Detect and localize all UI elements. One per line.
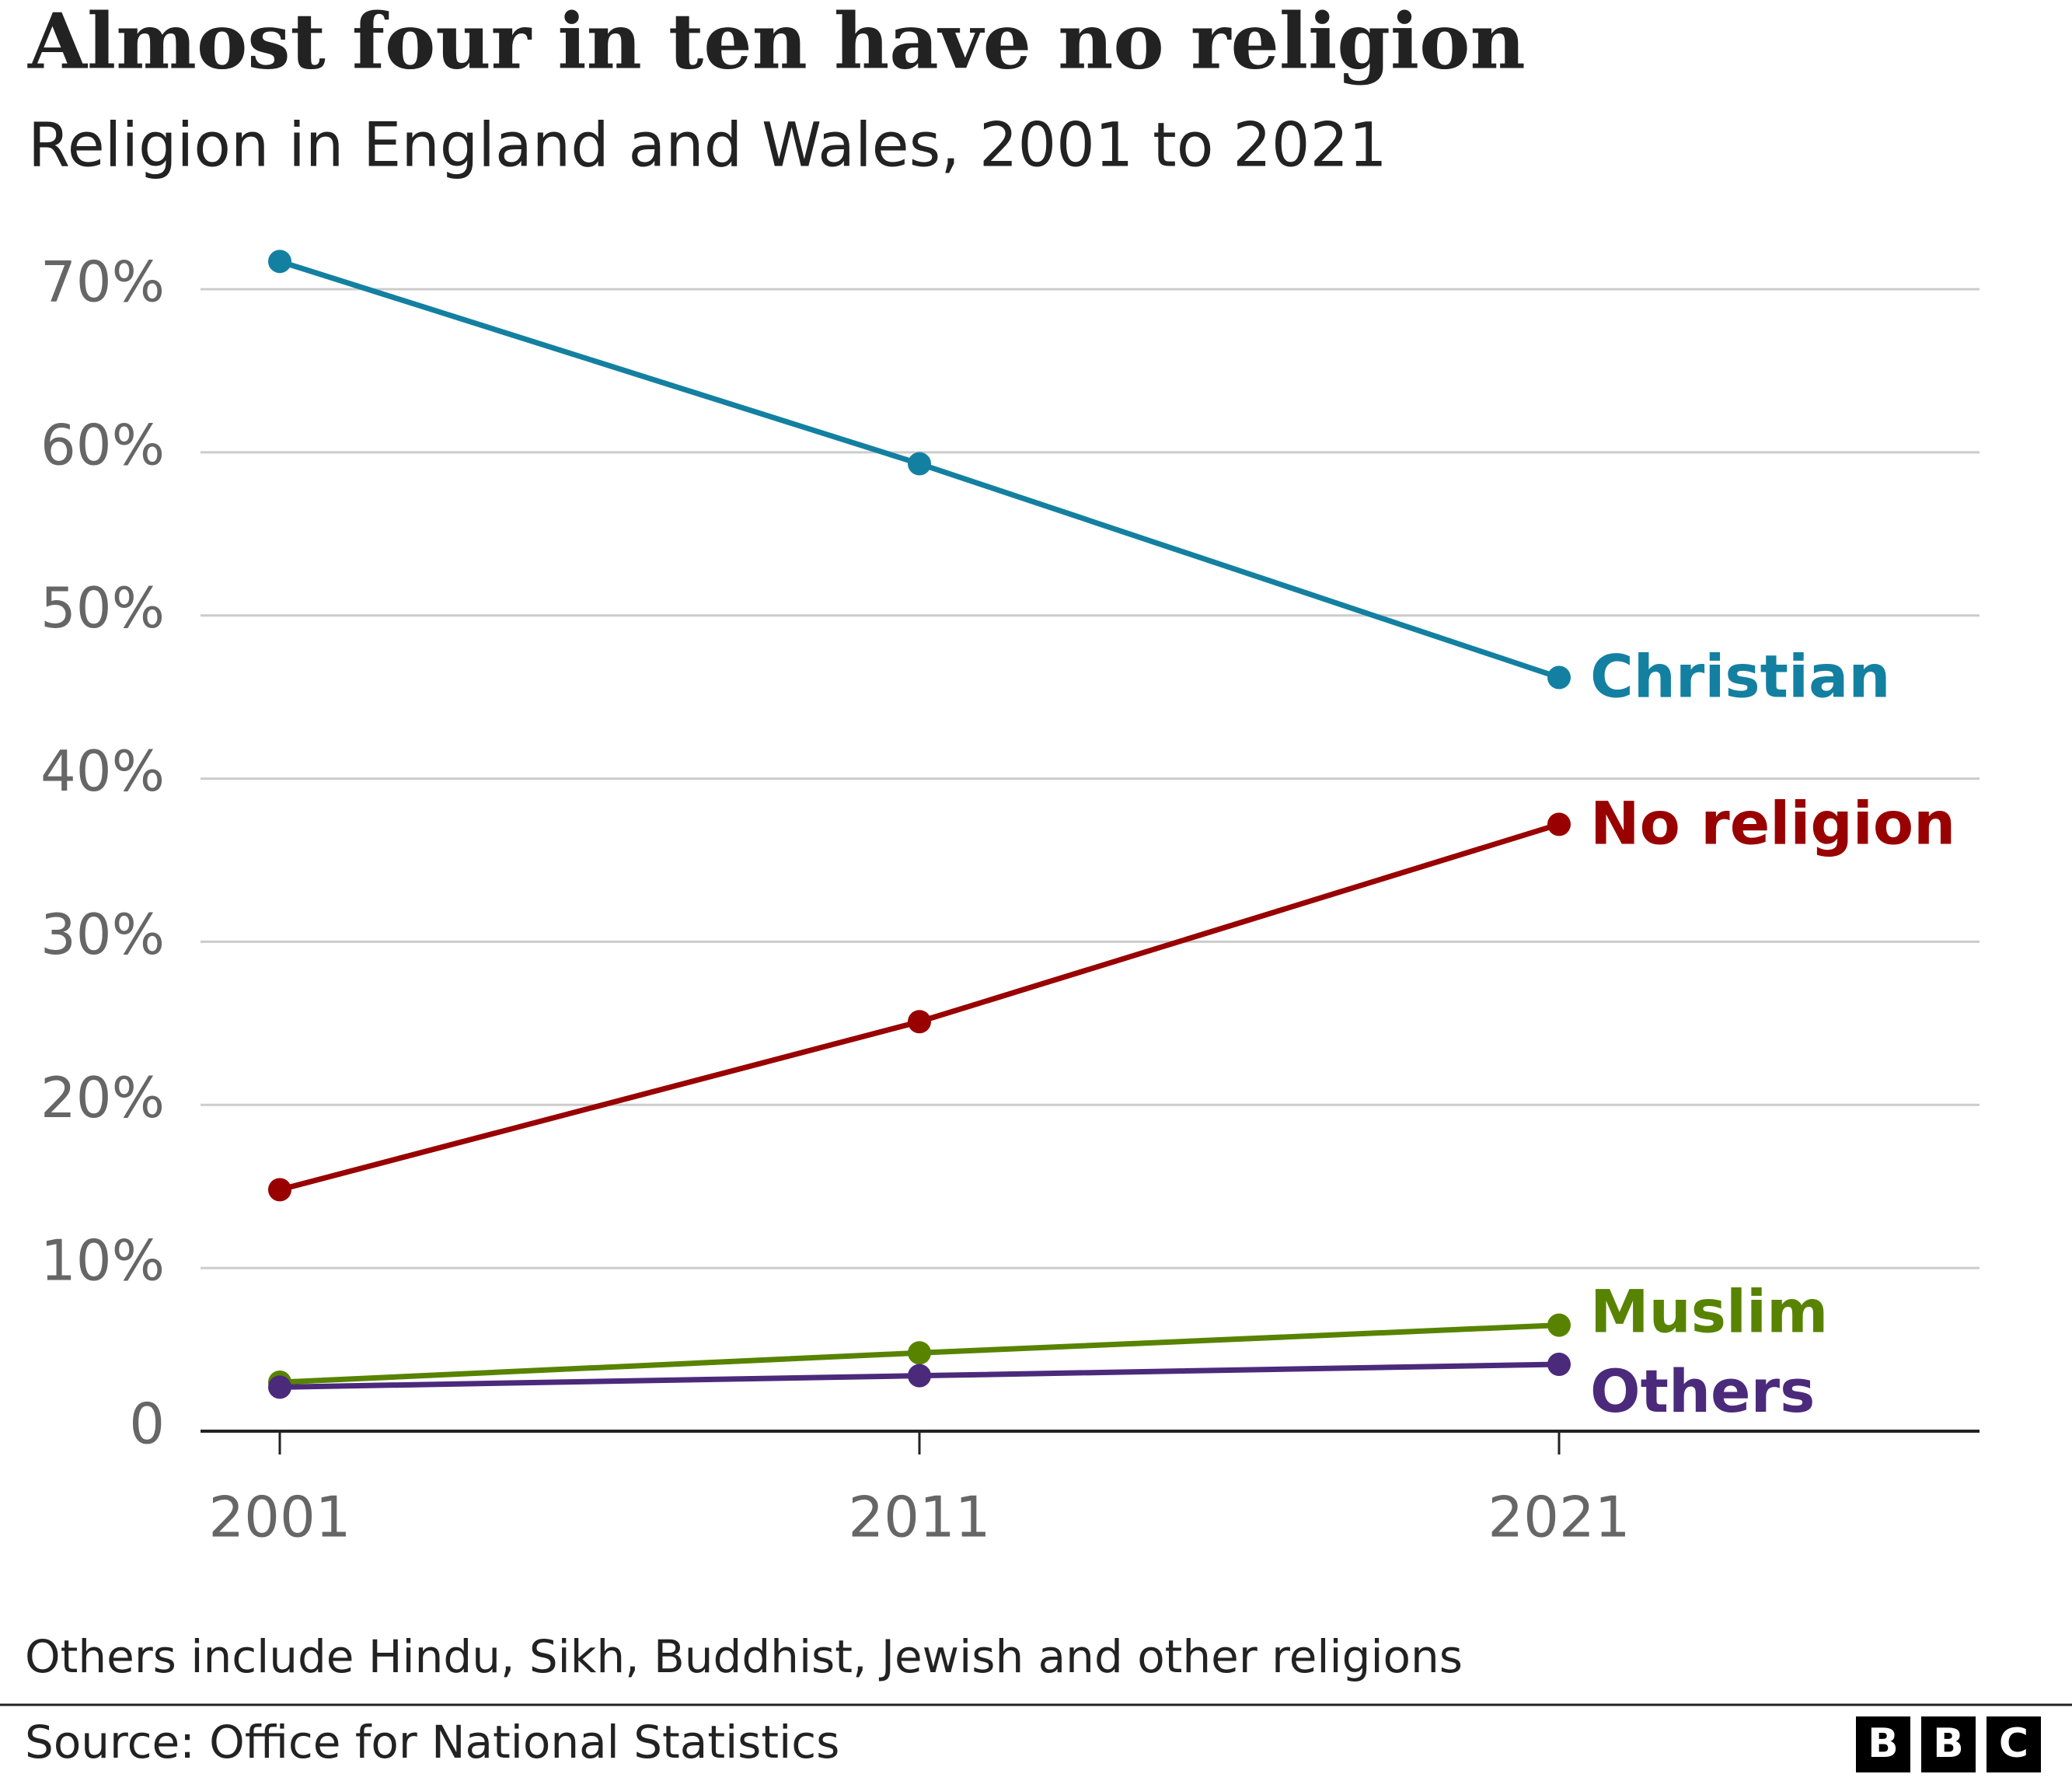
y-tick-label: 20% bbox=[40, 1065, 165, 1130]
logo-box bbox=[1856, 1716, 1910, 1772]
point bbox=[268, 1375, 291, 1399]
y-tick-label: 40% bbox=[40, 739, 165, 804]
logo-box bbox=[1987, 1716, 2041, 1772]
series-label: Others bbox=[1590, 1357, 1815, 1426]
point bbox=[1547, 812, 1571, 836]
logo-letter: C bbox=[1999, 1720, 2028, 1767]
source: Source: Office for National Statistics bbox=[25, 1716, 839, 1769]
logo-letter: B bbox=[1933, 1720, 1964, 1767]
logo-box bbox=[1921, 1716, 1976, 1772]
point bbox=[908, 1341, 931, 1365]
series-label: Christian bbox=[1590, 641, 1890, 711]
x-tick-label: 2001 bbox=[208, 1485, 351, 1550]
x-tick-label: 2021 bbox=[1488, 1485, 1630, 1550]
point bbox=[1547, 1352, 1571, 1376]
point bbox=[1547, 665, 1571, 690]
y-tick-label: 50% bbox=[40, 575, 165, 641]
note: Others include Hindu, Sikh, Buddhist, Je… bbox=[25, 1630, 1463, 1683]
y-tick-label: 10% bbox=[40, 1228, 165, 1294]
series-label: Muslim bbox=[1590, 1277, 1828, 1346]
y-tick-label: 60% bbox=[40, 412, 165, 477]
point bbox=[908, 452, 931, 476]
y-tick-label: 30% bbox=[40, 902, 165, 967]
series-label: No religion bbox=[1590, 788, 1955, 857]
point bbox=[1547, 1313, 1571, 1337]
point bbox=[268, 1178, 291, 1202]
point bbox=[908, 1364, 931, 1388]
chart-title: Almost four in ten have no religion bbox=[27, 0, 1526, 86]
chart-subtitle: Religion in England and Wales, 2001 to 2… bbox=[28, 110, 1387, 180]
point bbox=[908, 1010, 931, 1034]
logo-letter: B bbox=[1868, 1720, 1899, 1767]
y-tick-label: 70% bbox=[40, 250, 165, 315]
point bbox=[268, 250, 291, 274]
x-tick-label: 2011 bbox=[848, 1485, 990, 1550]
y-tick-label: 0 bbox=[129, 1392, 165, 1457]
